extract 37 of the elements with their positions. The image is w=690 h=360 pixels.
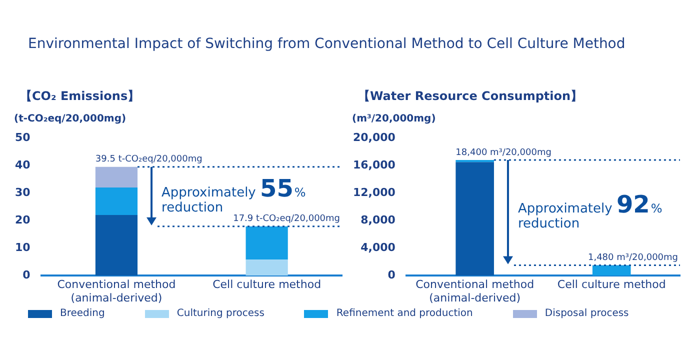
annotation: 1,480 m³/20,000mg [588,253,678,264]
annotation: 17.9 t-CO₂eq/20,000mg [233,214,340,224]
x-tick-label: Conventional method (animal-derived) [57,278,176,304]
chart-title: 【Water Resource Consumption】 [357,88,584,105]
x-tick-label: Cell culture method [557,278,666,292]
annotation: 39.5 t-CO₂eq/20,000mg [95,154,202,165]
y-tick-label: 50 [14,130,31,144]
annotation: 18,400 m³/20,000mg [456,148,552,158]
y-tick-label: 0 [22,268,31,282]
x-tick-label: Conventional method (animal-derived) [416,278,534,304]
bar [246,260,288,276]
x-tick-label: Cell culture method [212,278,322,292]
bar [592,265,631,276]
bar [95,188,138,216]
y-tick-label: 0 [388,268,396,282]
y-tick-label: 10 [14,240,31,254]
legend-label: Breeding [60,308,105,319]
y-tick-label: 20 [14,213,31,226]
y-tick-label: 16,000 [352,158,396,172]
y-axis-title: (t-CO₂eq/20,000mg) [14,114,126,125]
bar [456,162,494,276]
bar [95,166,138,188]
y-tick-label: 20,000 [352,130,396,144]
legend-label: Refinement and production [336,308,473,319]
chart-subtitle: 【CO₂ Emissions】 [19,88,141,105]
legend-label: Disposal process [544,308,629,319]
y-tick-label: 8,000 [360,213,396,226]
y-tick-label: 30 [14,186,31,199]
y-axis-title: (m³/20,000mg) [352,114,436,125]
chart-title: Environmental Impact of Switching from Conventional Method to Cell Culture Method [28,36,626,52]
legend-label: Culturing process [176,308,264,319]
y-tick-label: 4,000 [360,240,396,254]
y-tick-label: 40 [14,158,31,172]
bar [95,215,138,276]
text: Approximately 92% reduction [518,190,662,232]
y-tick-label: 12,000 [352,186,396,199]
bar [246,226,288,260]
